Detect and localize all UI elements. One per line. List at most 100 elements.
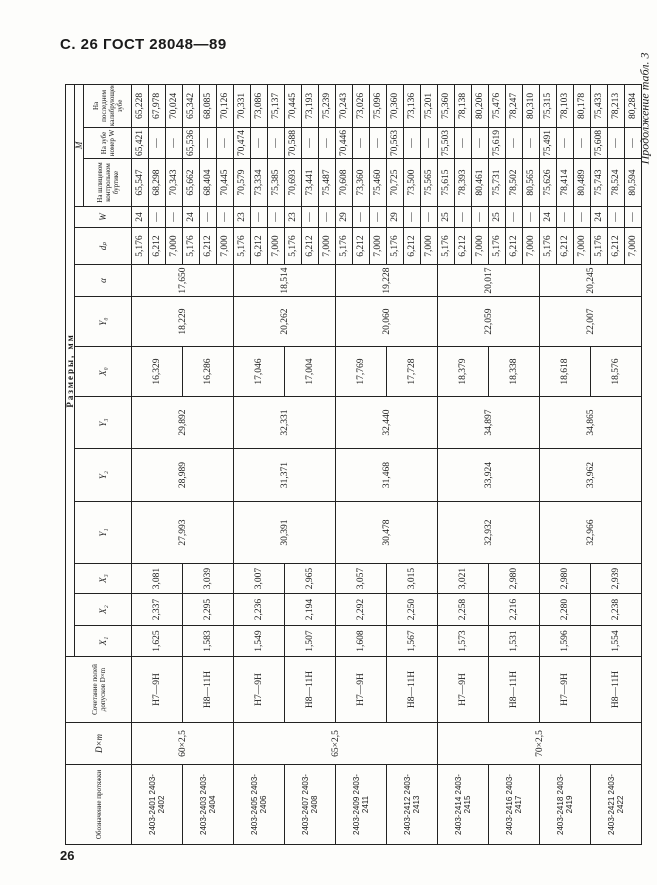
w-cell: 23: [284, 206, 302, 228]
w-cell: —: [607, 206, 625, 228]
designation-cell: 2403-2401 2403-2402: [131, 764, 183, 845]
m-spline-cell: 75,743: [590, 158, 608, 207]
x0-cell: 18,576: [590, 346, 642, 397]
m-last-cell: 70,243: [335, 84, 353, 128]
dp-cell: 6,212: [505, 227, 523, 265]
header-x1: X₁: [74, 625, 132, 657]
dp-cell: 5,176: [182, 227, 200, 265]
m-spline-cell: 73,441: [301, 158, 319, 207]
m-spline-cell: 75,385: [267, 158, 285, 207]
tolerance-cell: H8—11H: [488, 656, 540, 723]
y3-cell: 29,892: [131, 396, 234, 449]
y0-cell: 20,262: [233, 296, 336, 347]
tolerance-cell: H7—9H: [335, 656, 387, 723]
x1-cell: 1,531: [488, 625, 540, 657]
w-cell: —: [267, 206, 285, 228]
m-tooth-w-cell: —: [403, 127, 421, 159]
w-cell: —: [250, 206, 268, 228]
m-spline-cell: 80,594: [624, 158, 642, 207]
m-spline-cell: 80,461: [471, 158, 489, 207]
dp-cell: 7,000: [624, 227, 642, 265]
dp-cell: 5,176: [386, 227, 404, 265]
m-last-cell: 73,026: [352, 84, 370, 128]
m-spline-cell: 78,393: [454, 158, 472, 207]
m-tooth-w-cell: —: [556, 127, 574, 159]
x0-cell: 17,769: [335, 346, 387, 397]
y1-cell: 32,966: [539, 501, 642, 564]
m-spline-cell: 65,547: [131, 158, 149, 207]
x3-cell: 2,980: [488, 563, 540, 594]
m-spline-cell: 73,500: [403, 158, 421, 207]
m-spline-cell: 73,360: [352, 158, 370, 207]
y0-cell: 20,060: [335, 296, 438, 347]
dp-cell: 6,212: [556, 227, 574, 265]
w-cell: —: [148, 206, 166, 228]
tolerance-cell: H8—11H: [182, 656, 234, 723]
m-last-cell: 75,239: [318, 84, 336, 128]
m-spline-cell: 80,489: [573, 158, 591, 207]
dp-cell: 6,212: [250, 227, 268, 265]
x3-cell: 3,021: [437, 563, 489, 594]
w-cell: 29: [335, 206, 353, 228]
y3-cell: 32,440: [335, 396, 438, 449]
w-cell: —: [165, 206, 183, 228]
designation-cell: 2403-2409 2403-2411: [335, 764, 387, 845]
dxm-cell: 65×2,5: [233, 722, 438, 765]
x1-cell: 1,608: [335, 625, 387, 657]
m-last-cell: 65,228: [131, 84, 149, 128]
table-row: 2403-2414 2403-2415 70×2,5 H7—9H 1,573 2,258…: [437, 84, 642, 845]
x2-cell: 2,295: [182, 593, 234, 626]
header-y1: Y₁: [74, 501, 132, 564]
m-spline-cell: 75,731: [488, 158, 506, 207]
header-alpha: α: [74, 264, 132, 297]
dp-cell: 5,176: [539, 227, 557, 265]
dp-cell: 6,212: [352, 227, 370, 265]
y3-cell: 32,331: [233, 396, 336, 449]
m-last-cell: 73,193: [301, 84, 319, 128]
x2-cell: 2,292: [335, 593, 387, 626]
dp-cell: 6,212: [607, 227, 625, 265]
m-last-cell: 80,178: [573, 84, 591, 128]
m-tooth-w-cell: 75,619: [488, 127, 506, 159]
w-cell: —: [301, 206, 319, 228]
m-spline-cell: 68,404: [199, 158, 217, 207]
x3-cell: 3,007: [233, 563, 285, 594]
x2-cell: 2,194: [284, 593, 336, 626]
dp-cell: 5,176: [233, 227, 251, 265]
tolerance-cell: H8—11H: [284, 656, 336, 723]
tolerance-cell: H7—9H: [131, 656, 183, 723]
m-tooth-w-cell: 70,474: [233, 127, 251, 159]
designation-cell: 2403-2412 2403-2413: [386, 764, 438, 845]
m-tooth-w-cell: —: [301, 127, 319, 159]
m-tooth-w-cell: 75,608: [590, 127, 608, 159]
m-spline-cell: 68,298: [148, 158, 166, 207]
x2-cell: 2,250: [386, 593, 438, 626]
designation-cell: 2403-2405 2403-2406: [233, 764, 285, 845]
m-tooth-w-cell: —: [454, 127, 472, 159]
header-m-spline: На шлицевом контрольном буртике: [83, 158, 132, 207]
header-y0: Y₀: [74, 296, 132, 347]
w-cell: 29: [386, 206, 404, 228]
m-tooth-w-cell: —: [199, 127, 217, 159]
m-tooth-w-cell: 70,563: [386, 127, 404, 159]
w-cell: —: [471, 206, 489, 228]
dp-cell: 7,000: [318, 227, 336, 265]
m-tooth-w-cell: 70,446: [335, 127, 353, 159]
m-tooth-w-cell: 75,503: [437, 127, 455, 159]
header-dp: dₚ: [74, 227, 132, 265]
m-spline-cell: 70,693: [284, 158, 302, 207]
w-cell: —: [624, 206, 642, 228]
x0-cell: 18,379: [437, 346, 489, 397]
w-cell: —: [369, 206, 387, 228]
y3-cell: 34,897: [437, 396, 540, 449]
m-spline-cell: 78,524: [607, 158, 625, 207]
m-last-cell: 75,096: [369, 84, 387, 128]
y0-cell: 22,059: [437, 296, 540, 347]
w-cell: —: [216, 206, 234, 228]
header-y3: Y₃: [74, 396, 132, 449]
m-last-cell: 80,310: [522, 84, 540, 128]
w-cell: —: [573, 206, 591, 228]
m-spline-cell: 75,487: [318, 158, 336, 207]
m-spline-cell: 75,460: [369, 158, 387, 207]
